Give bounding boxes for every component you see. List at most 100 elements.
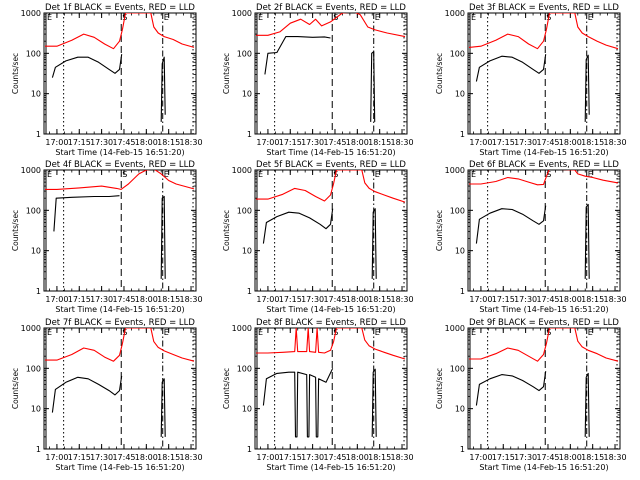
lld-series-line xyxy=(469,170,619,186)
chart-title: Det 2f BLACK = Events, RED = LLD xyxy=(256,3,406,13)
x-axis-label: Start Time (14-Feb-15 16:51:20) xyxy=(479,463,608,472)
event-marker-label: E xyxy=(258,13,263,22)
y-tick-label: 1 xyxy=(247,445,252,454)
x-tick-label: 17:00 xyxy=(45,295,68,304)
chart-title: Det 9f BLACK = Events, RED = LLD xyxy=(469,318,619,328)
events-series-line xyxy=(371,368,377,437)
x-axis-label: Start Time (14-Feb-15 16:51:20) xyxy=(55,463,184,472)
series-group xyxy=(469,328,619,437)
x-tick-label: 18:30 xyxy=(180,295,203,304)
x-tick-label: 17:15 xyxy=(279,138,302,147)
x-tick-label: 17:15 xyxy=(68,138,91,147)
lld-series-line xyxy=(256,170,406,203)
y-tick-label: 1000 xyxy=(21,9,41,18)
events-series-line xyxy=(51,54,123,78)
y-axis-label: Counts/sec xyxy=(222,53,231,94)
event-marker-label: E xyxy=(164,170,169,179)
y-tick-label: 1 xyxy=(460,130,465,139)
events-series-line xyxy=(160,195,166,279)
chart-panel-6: Det 6f BLACK = Events, RED = LLD 1 10 100 10… xyxy=(435,160,627,314)
plot-frame xyxy=(254,169,408,292)
event-marker-label: E xyxy=(258,170,263,179)
x-tick-label: 18:30 xyxy=(180,453,203,462)
y-axis-label: Counts/sec xyxy=(222,210,231,251)
y-axis-label: Counts/sec xyxy=(11,53,20,94)
x-tick-label: 17:30 xyxy=(514,295,537,304)
event-marker-label: E xyxy=(375,170,380,179)
lld-series-line xyxy=(45,170,195,190)
y-axis-label: Counts/sec xyxy=(11,368,20,409)
x-tick-label: 17:15 xyxy=(492,295,515,304)
x-tick-label: 17:15 xyxy=(492,453,515,462)
x-tick-label: 18:15 xyxy=(581,295,604,304)
x-tick-label: 17:45 xyxy=(323,295,346,304)
lld-series-line xyxy=(45,13,195,50)
chart-title: Det 3f BLACK = Events, RED = LLD xyxy=(469,3,619,13)
chart-title: Det 4f BLACK = Events, RED = LLD xyxy=(45,160,195,170)
event-marker-label: E xyxy=(47,13,52,22)
event-marker-label: E xyxy=(47,328,52,337)
chart-panel-3: Det 3f BLACK = Events, RED = LLD 1 10 100 10… xyxy=(435,3,627,157)
y-tick-label: 10 xyxy=(31,405,41,414)
x-tick-label: 17:00 xyxy=(469,453,492,462)
x-axis-label: Start Time (14-Feb-15 16:51:20) xyxy=(55,148,184,157)
x-tick-label: 17:30 xyxy=(90,295,113,304)
y-tick-label: 100 xyxy=(237,364,252,373)
event-marker-label: E xyxy=(164,13,169,22)
y-axis-label: Counts/sec xyxy=(435,210,444,251)
x-tick-label: 17:00 xyxy=(45,453,68,462)
y-tick-label: 100 xyxy=(26,49,41,58)
chart-title: Det 1f BLACK = Events, RED = LLD xyxy=(45,3,195,13)
x-tick-label: 18:15 xyxy=(368,138,391,147)
y-tick-label: 10 xyxy=(31,247,41,256)
x-tick-label: 17:15 xyxy=(68,453,91,462)
x-tick-label: 17:45 xyxy=(323,138,346,147)
x-tick-label: 18:00 xyxy=(346,138,369,147)
y-tick-label: 1000 xyxy=(445,9,465,18)
x-tick-label: 17:30 xyxy=(90,138,113,147)
event-marker-label: E xyxy=(47,170,52,179)
chart-panel-2: Det 2f BLACK = Events, RED = LLD 1 10 100 10… xyxy=(222,3,414,157)
x-tick-label: 17:00 xyxy=(469,295,492,304)
x-tick-label: 18:00 xyxy=(559,295,582,304)
plot-frame xyxy=(467,12,621,135)
x-tick-label: 18:15 xyxy=(368,453,391,462)
y-tick-label: 1000 xyxy=(445,166,465,175)
events-series-line xyxy=(584,203,590,279)
x-tick-label: 17:30 xyxy=(301,295,324,304)
x-tick-label: 17:00 xyxy=(469,138,492,147)
series-group xyxy=(256,13,406,122)
y-tick-label: 10 xyxy=(242,90,252,99)
x-tick-label: 17:45 xyxy=(112,295,135,304)
chart-panel-7: Det 7f BLACK = Events, RED = LLD 1 10 100 10… xyxy=(11,318,203,472)
events-series-line xyxy=(584,372,590,437)
y-tick-label: 10 xyxy=(455,247,465,256)
lld-series-line xyxy=(256,13,406,38)
chart-title: Det 8f BLACK = Events, RED = LLD xyxy=(256,318,406,328)
x-tick-label: 18:30 xyxy=(180,138,203,147)
plot-frame xyxy=(43,169,197,292)
x-tick-label: 18:00 xyxy=(135,453,158,462)
x-tick-label: 18:15 xyxy=(368,295,391,304)
events-series-line xyxy=(475,205,547,244)
x-tick-label: 18:30 xyxy=(604,453,627,462)
events-series-line xyxy=(160,378,166,437)
event-marker-label: E xyxy=(588,328,593,337)
y-tick-label: 100 xyxy=(450,49,465,58)
y-axis-label: Counts/sec xyxy=(435,53,444,94)
event-marker-label: S xyxy=(122,170,127,179)
x-tick-label: 17:45 xyxy=(536,138,559,147)
event-marker-label: E xyxy=(375,13,380,22)
chart-panel-4: Det 4f BLACK = Events, RED = LLD 1 10 100 10… xyxy=(11,160,203,314)
lld-series-line xyxy=(45,328,195,362)
events-series-line xyxy=(475,371,547,406)
x-tick-label: 17:30 xyxy=(514,138,537,147)
x-tick-label: 17:15 xyxy=(492,138,515,147)
y-tick-label: 1 xyxy=(36,445,41,454)
event-marker-label: S xyxy=(546,170,551,179)
event-marker-label: E xyxy=(471,328,476,337)
x-tick-label: 17:00 xyxy=(256,295,279,304)
x-tick-label: 17:30 xyxy=(514,453,537,462)
events-series-line xyxy=(160,56,166,122)
